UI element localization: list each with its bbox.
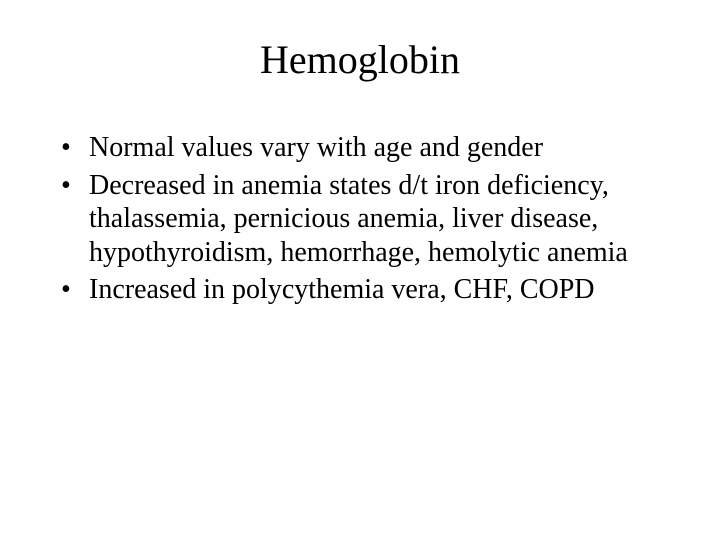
bullet-list: Normal values vary with age and gender D… [55,131,665,307]
slide: Hemoglobin Normal values vary with age a… [0,0,720,540]
list-item: Normal values vary with age and gender [55,131,665,165]
slide-title: Hemoglobin [55,36,665,83]
list-item: Decreased in anemia states d/t iron defi… [55,169,665,270]
list-item: Increased in polycythemia vera, CHF, COP… [55,273,665,307]
